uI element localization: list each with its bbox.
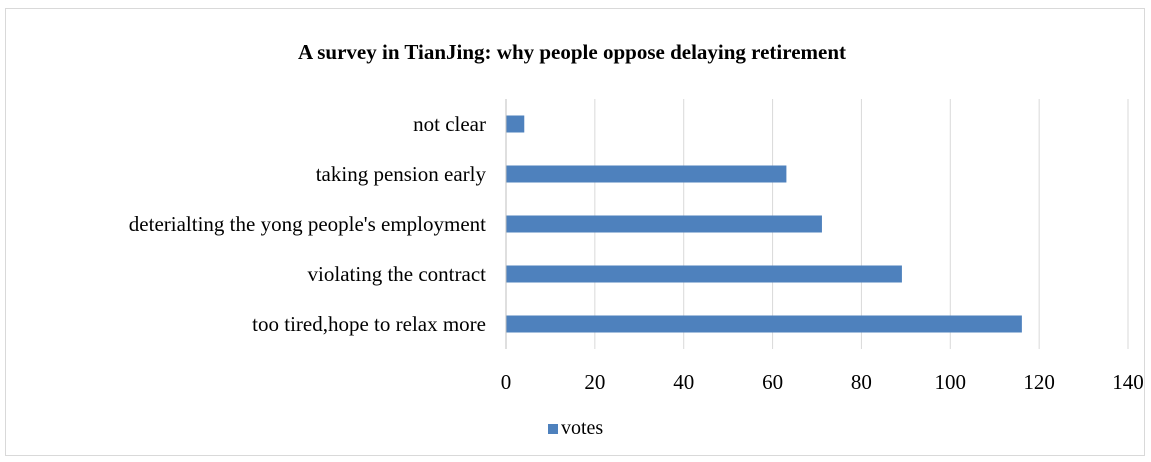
x-tick-label: 100 [935,370,967,394]
category-labels: not clear taking pension early deterialtin… [129,112,487,336]
bar [506,215,822,233]
bar [506,115,525,133]
legend: votes [548,417,603,439]
category-label: taking pension early [316,162,487,186]
chart-title: A survey in TianJing: why people oppose … [298,40,846,64]
x-tick-label: 40 [673,370,694,394]
bar [506,265,902,283]
bar-chart: A survey in TianJing: why people oppose … [129,40,1144,439]
category-label: too tired,hope to relax more [252,312,486,336]
x-tick-label: 60 [762,370,783,394]
category-label: violating the contract [308,262,487,286]
bars [506,115,1022,333]
category-label: deterialting the yong people's employmen… [129,212,486,236]
x-tick-label: 140 [1112,370,1144,394]
x-tick-label: 120 [1023,370,1055,394]
legend-label: votes [561,417,603,439]
x-tick-labels: 0 20 40 60 80 100 120 140 [501,370,1144,394]
bar [506,315,1022,333]
x-tick-label: 0 [501,370,512,394]
chart-frame: A survey in TianJing: why people oppose … [5,8,1145,456]
legend-swatch [548,424,558,434]
category-label: not clear [413,112,486,136]
bar [506,165,787,183]
x-tick-label: 20 [584,370,605,394]
x-tick-label: 80 [851,370,872,394]
